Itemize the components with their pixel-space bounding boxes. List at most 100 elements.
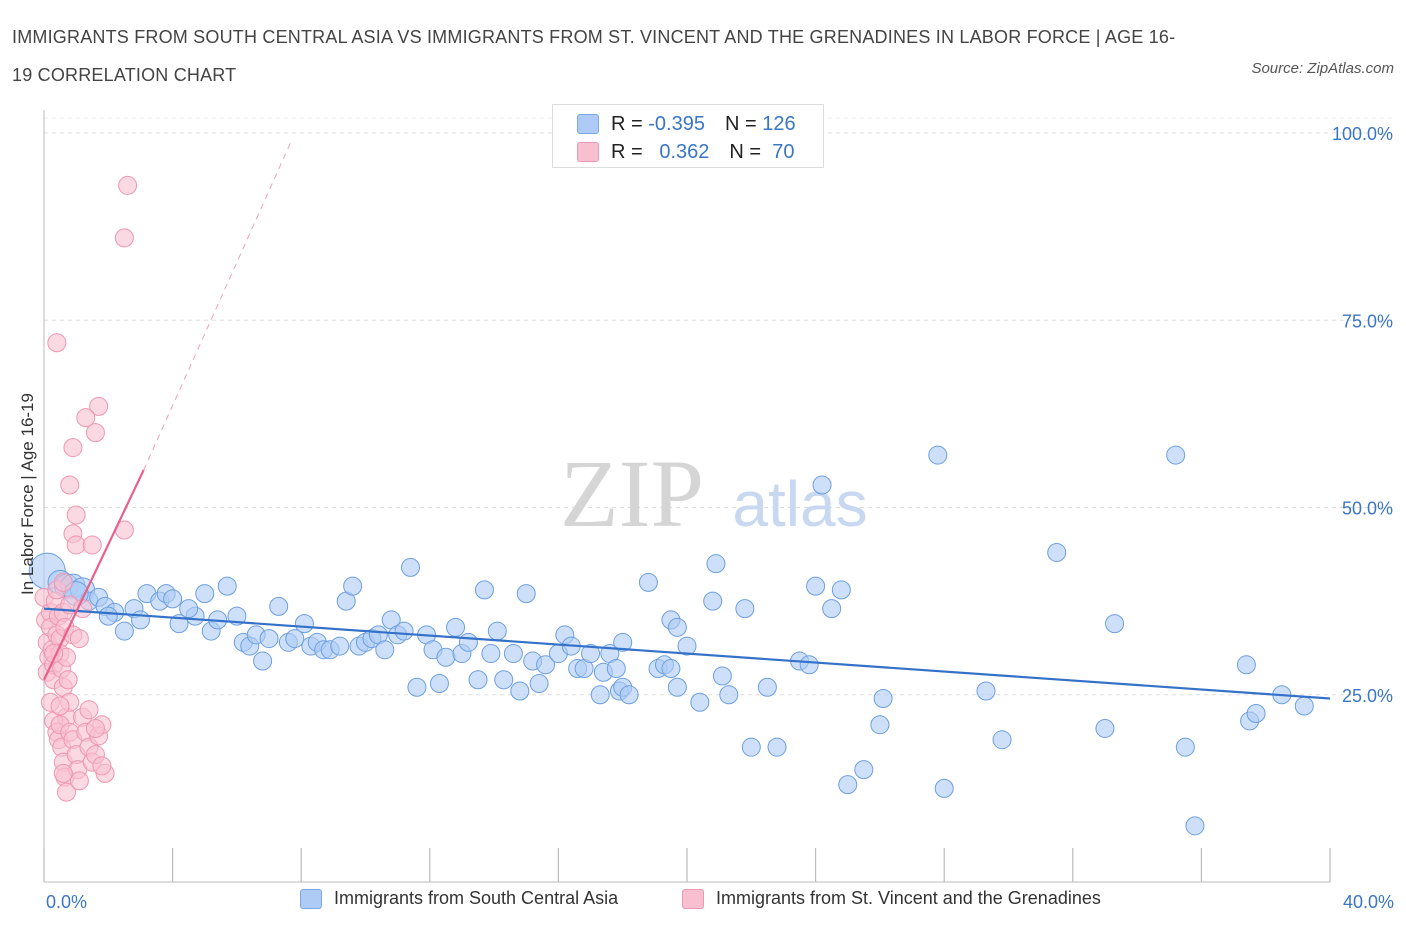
trend-lines [43,140,1331,700]
r-value-blue: -0.395 [648,112,705,135]
data-point [516,584,536,604]
data-point [661,659,681,679]
data-point [163,589,183,609]
data-point [58,670,78,690]
data-point [706,554,726,574]
data-point [50,696,70,716]
data-point [47,333,67,353]
legend-swatch-pink [577,142,599,162]
series-south-central-asia [28,445,1314,836]
data-point [992,730,1012,750]
legend-row-pink: R = 0.362 N = 70 [577,139,794,165]
data-point [82,535,102,555]
data-point [667,617,687,637]
data-point [53,763,73,783]
data-point [1294,696,1314,716]
legend-label-pink: Immigrants from St. Vincent and the Gren… [716,888,1101,908]
data-point [1047,542,1067,562]
data-point [114,228,134,248]
y-tick-label: 100.0% [1332,124,1393,144]
data-point [85,718,105,738]
data-point [114,621,134,641]
y-axis-label: In Labor Force | Age 16-19 [18,393,37,595]
n-value-pink: 70 [772,140,795,163]
bottom-legend-item-pink: Immigrants from St. Vincent and the Gren… [682,888,1101,909]
legend-swatch-blue [577,114,599,134]
data-point [719,685,739,705]
source-label: Source: ZipAtlas.com [1251,60,1394,77]
data-point [928,445,948,465]
data-point [934,778,954,798]
data-point [98,606,118,626]
data-point [838,775,858,795]
data-point [870,715,890,735]
data-point [195,584,215,604]
data-point [690,692,710,712]
data-point [822,599,842,619]
r-label: R = [611,140,643,163]
data-point [741,737,761,757]
data-point [536,655,556,675]
n-value-blue: 126 [762,112,796,135]
data-point [712,666,732,686]
data-point [529,674,549,694]
watermark-atlas: atlas [732,468,867,540]
data-point [458,632,478,652]
r-label: R = [611,112,643,135]
x-tick-label-max: 40.0% [1343,892,1394,912]
x-tick-label-min: 0.0% [46,892,87,912]
data-point [89,396,109,416]
data-point [854,760,874,780]
data-points [28,175,1314,836]
data-point [1246,703,1266,723]
data-point [69,629,89,649]
trend-line-extension-1 [143,140,293,471]
data-point [735,599,755,619]
legend-row-blue: R = -0.395 N = 126 [577,111,796,137]
data-point [581,644,601,664]
stats-legend: R = -0.395 N = 126 R = 0.362 N = 70 [552,104,824,168]
data-point [799,655,819,675]
data-point [667,677,687,697]
data-point [510,681,530,701]
r-value-pink: 0.362 [659,140,710,163]
data-point [1166,445,1186,465]
data-point [474,580,494,600]
data-point [767,737,787,757]
data-point [92,756,112,776]
data-point [606,659,626,679]
legend-label-blue: Immigrants from South Central Asia [334,888,619,908]
data-point [831,580,851,600]
watermark-zip: ZIP [560,440,704,547]
data-point [481,644,501,664]
data-point [57,782,77,802]
axes [43,110,1331,883]
data-point [394,621,414,641]
data-point [60,475,80,495]
data-point [76,408,96,428]
data-point [613,632,633,652]
data-point [1185,816,1205,836]
data-point [1175,737,1195,757]
data-point [1236,655,1256,675]
data-point [330,636,350,656]
data-point [285,629,305,649]
data-point [179,599,199,619]
bottom-legend-item-blue: Immigrants from South Central Asia [300,888,618,909]
legend-swatch-pink [682,888,704,909]
data-point [446,617,466,637]
data-point [66,535,86,555]
data-point [806,576,826,596]
data-point [812,475,832,495]
y-tick-label: 50.0% [1342,499,1393,519]
data-point [53,572,73,592]
trend-line-1 [43,469,145,681]
data-point [468,670,488,690]
data-point [343,576,363,596]
data-point [69,771,89,791]
data-point [130,610,150,630]
data-point [79,700,99,720]
data-point [590,685,610,705]
data-point [66,505,86,525]
